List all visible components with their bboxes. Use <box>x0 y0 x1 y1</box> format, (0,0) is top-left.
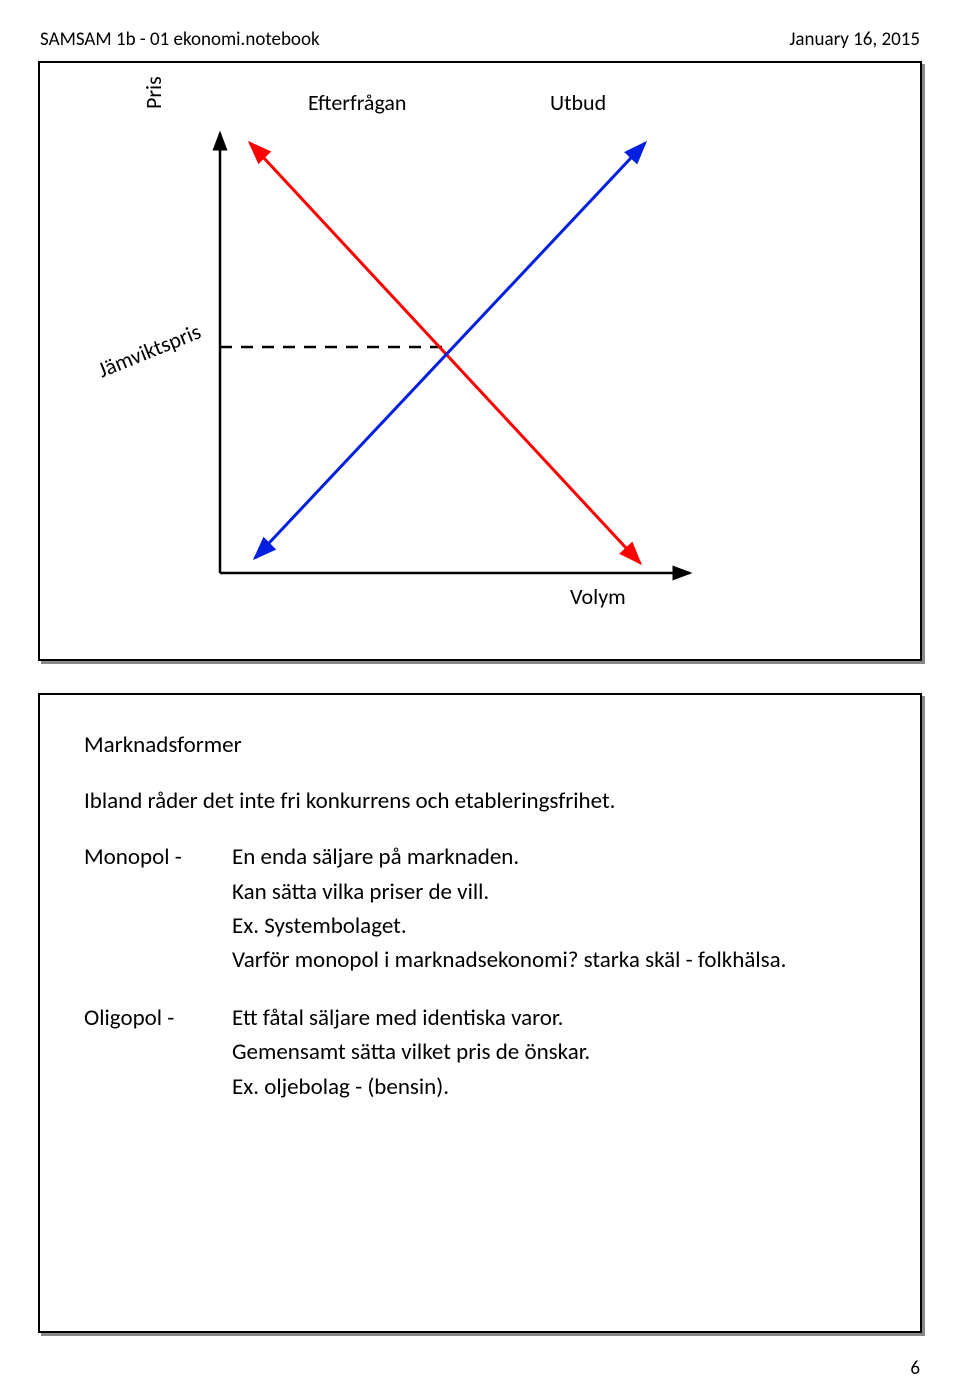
page: SAMSAM 1b - 01 ekonomi.notebook January … <box>0 0 960 1394</box>
definition-row: Oligopol -Ett fåtal säljare med identisk… <box>84 1002 876 1105</box>
definition-body: Ett fåtal säljare med identiska varor.Ge… <box>232 1002 590 1105</box>
definition-line: Gemensamt sätta vilket pris de önskar. <box>232 1036 590 1068</box>
definition-line: Kan sätta vilka priser de vill. <box>232 876 786 908</box>
chart-area <box>160 103 720 623</box>
definition-line: En enda säljare på marknaden. <box>232 841 786 873</box>
page-header: SAMSAM 1b - 01 ekonomi.notebook January … <box>38 28 922 51</box>
definition-body: En enda säljare på marknaden.Kan sätta v… <box>232 841 786 978</box>
header-right: January 16, 2015 <box>789 28 920 51</box>
chart-panel: Pris Jämviktspris Efterfrågan Utbud Voly… <box>38 61 922 661</box>
text-panel: Marknadsformer Ibland råder det inte fri… <box>38 693 922 1333</box>
definition-row: Monopol -En enda säljare på marknaden.Ka… <box>84 841 876 978</box>
definition-line: Ex. oljebolag - (bensin). <box>232 1071 590 1103</box>
supply-demand-chart <box>160 103 720 623</box>
definitions-list: Monopol -En enda säljare på marknaden.Ka… <box>84 841 876 1104</box>
section-title: Marknadsformer <box>84 729 876 761</box>
definition-term: Oligopol - <box>84 1002 232 1105</box>
definition-line: Varför monopol i marknadsekonomi? starka… <box>232 944 786 976</box>
definition-line: Ett fåtal säljare med identiska varor. <box>232 1002 590 1034</box>
definition-term: Monopol - <box>84 841 232 978</box>
definition-line: Ex. Systembolaget. <box>232 910 786 942</box>
header-left: SAMSAM 1b - 01 ekonomi.notebook <box>40 28 320 51</box>
page-number: 6 <box>910 1357 920 1380</box>
intro-text: Ibland råder det inte fri konkurrens och… <box>84 785 876 817</box>
